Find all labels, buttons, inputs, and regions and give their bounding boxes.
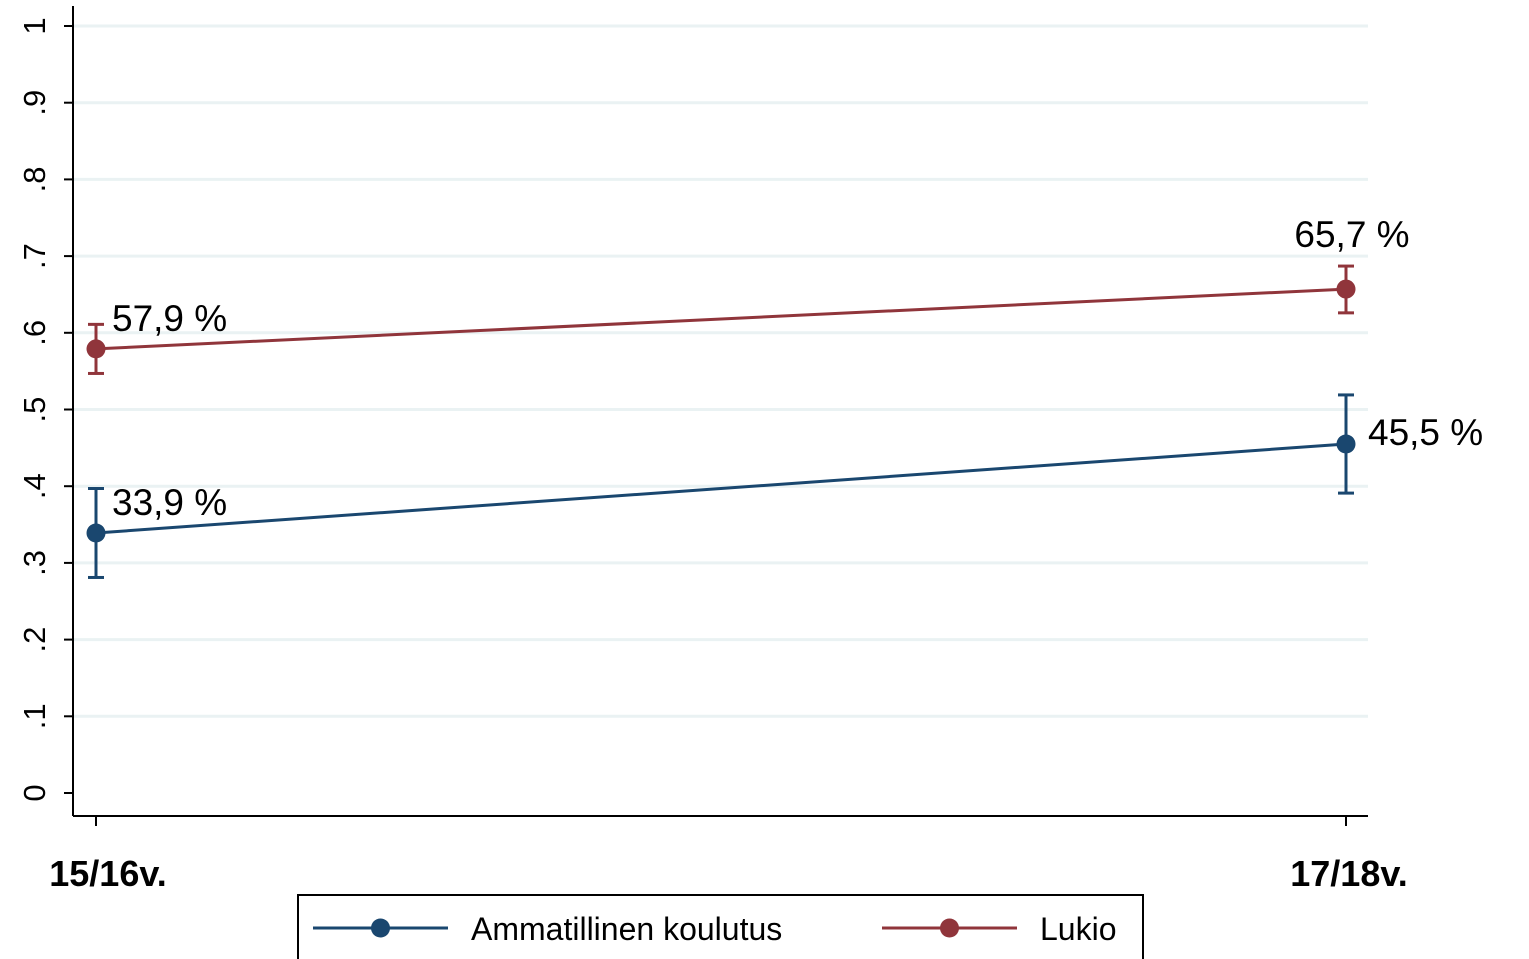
legend-label: Lukio — [1040, 911, 1117, 947]
data-label: 33,9 % — [112, 482, 227, 523]
series-lukio: 57,9 % 65,7 % — [86, 214, 1410, 375]
y-tick-label: .8 — [17, 166, 52, 192]
legend-marker — [940, 918, 959, 938]
data-label: 45,5 % — [1368, 412, 1483, 453]
axes: 0 .1 .2 .3 .4 .5 .6 .7 .8 .9 1 15/16v. 17/18v. — [17, 6, 1408, 894]
y-tick-label: .2 — [17, 627, 52, 653]
data-label: 65,7 % — [1294, 214, 1409, 255]
x-tick-label: 15/16v. — [49, 853, 166, 894]
y-tick-label: 0 — [17, 784, 52, 801]
legend: Ammatillinen koulutus Lukio — [297, 894, 1144, 959]
data-point — [86, 339, 106, 359]
data-point — [86, 523, 106, 543]
legend-item: Ammatillinen koulutus — [313, 911, 782, 947]
data-point — [1336, 434, 1356, 454]
data-point — [1336, 279, 1356, 299]
y-tick-label: .5 — [17, 397, 52, 423]
y-tick-label: .1 — [17, 703, 52, 729]
y-tick-label: .7 — [17, 243, 52, 269]
series-line — [95, 287, 1347, 351]
series-line — [95, 442, 1347, 535]
data-label: 57,9 % — [112, 298, 227, 339]
legend-marker — [371, 918, 390, 938]
series-ammatillinen: 33,9 % 45,5 % — [86, 393, 1483, 579]
y-tick-label: .9 — [17, 90, 52, 116]
legend-item: Lukio — [882, 911, 1117, 947]
gridlines — [73, 24, 1368, 718]
y-tick-label: .6 — [17, 320, 52, 346]
x-tick-label: 17/18v. — [1290, 853, 1407, 894]
y-tick-label: 1 — [17, 17, 52, 34]
y-tick-label: .4 — [17, 473, 52, 499]
legend-label: Ammatillinen koulutus — [471, 911, 782, 947]
series-layer: 33,9 % 45,5 % 57,9 % 65,7 % — [86, 214, 1483, 579]
y-tick-label: .3 — [17, 550, 52, 576]
